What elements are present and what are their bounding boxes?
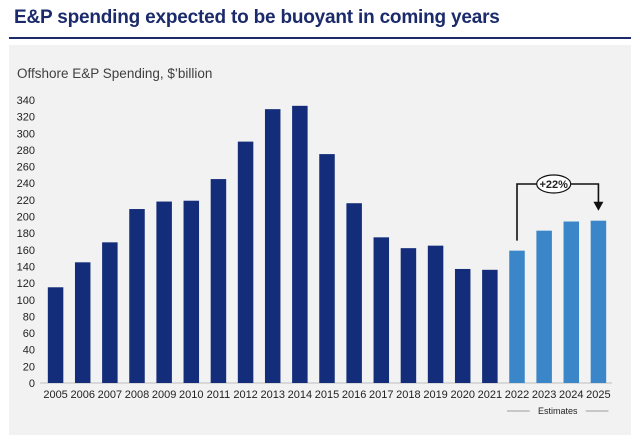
growth-label: +22% [539,179,568,191]
y-tick-label: 300 [17,128,35,140]
x-tick-label: 2017 [369,389,393,401]
bar-2021 [482,269,498,383]
x-tick-label: 2025 [586,389,610,401]
bar-2013 [264,109,281,383]
y-tick-label: 180 [17,228,35,240]
x-tick-label: 2020 [450,389,474,401]
x-tick-label: 2023 [532,389,556,401]
bar-2023 [536,230,552,383]
bar-2025 [590,220,607,383]
x-tick-label: 2016 [342,389,366,401]
growth-badge [536,174,572,194]
x-tick-label: 2005 [43,389,67,401]
y-tick-label: 340 [17,95,35,107]
y-tick-label: 220 [17,195,35,207]
y-tick-label: 260 [17,162,35,174]
y-tick-label: 240 [17,178,35,190]
y-tick-label: 200 [17,212,35,224]
bar-2007 [102,242,118,383]
chart-title: Offshore E&P Spending, $’billion [17,66,213,81]
y-tick-label: 60 [23,328,35,340]
y-tick-label: 0 [29,378,35,390]
x-tick-label: 2019 [423,389,447,401]
bar-2017 [373,237,390,383]
x-tick-label: 2010 [179,389,203,401]
x-tick-label: 2012 [233,389,257,401]
x-tick-label: 2011 [207,389,231,401]
bar-2016 [346,203,362,383]
bar-2020 [454,268,471,383]
x-tick-label: 2009 [152,389,176,401]
x-tick-label: 2021 [478,389,502,401]
bar-2012 [237,141,254,383]
bar-2008 [129,209,145,383]
y-tick-label: 40 [23,345,35,357]
bar-2011 [210,179,227,383]
bar-2014 [292,105,308,383]
bar-2019 [427,245,444,383]
bar-2009 [156,201,172,383]
y-tick-label: 100 [17,295,35,307]
x-tick-label: 2018 [396,389,420,401]
x-tick-label: 2008 [125,389,149,401]
growth-arrowhead [593,201,604,211]
y-tick-label: 20 [23,361,35,373]
bar-chart: 0 20 40 60 80 100 120 140 160 180 200 220 240 260 280 3… [17,95,612,416]
bar-2005 [47,287,64,383]
x-tick-label: 2007 [98,389,122,401]
title-divider [9,37,631,39]
y-tick-label: 80 [23,311,35,323]
chart-panel: Offshore E&P Spending, $’billion 0 20 40 60… [9,45,631,435]
estimates-label: Estimates [538,406,578,416]
page-title: E&P spending expected to be buoyant in c… [14,7,500,28]
x-tick-label: 2013 [260,389,284,401]
y-tick-label: 280 [17,145,35,157]
y-tick-label: 140 [17,261,35,273]
x-tick-label: 2022 [505,389,529,401]
y-tick-label: 320 [17,112,35,124]
x-tick-label: 2014 [288,389,312,401]
bar-2024 [563,221,580,383]
x-tick-label: 2006 [70,389,94,401]
x-tick-label: 2015 [315,389,339,401]
x-tick-label: 2024 [559,389,583,401]
y-tick-label: 160 [17,245,35,257]
y-tick-label: 120 [17,278,35,290]
bar-2006 [74,262,91,383]
bar-2015 [319,154,335,383]
bar-2018 [400,248,417,383]
bar-2010 [183,200,200,383]
bar-2022 [509,250,525,383]
